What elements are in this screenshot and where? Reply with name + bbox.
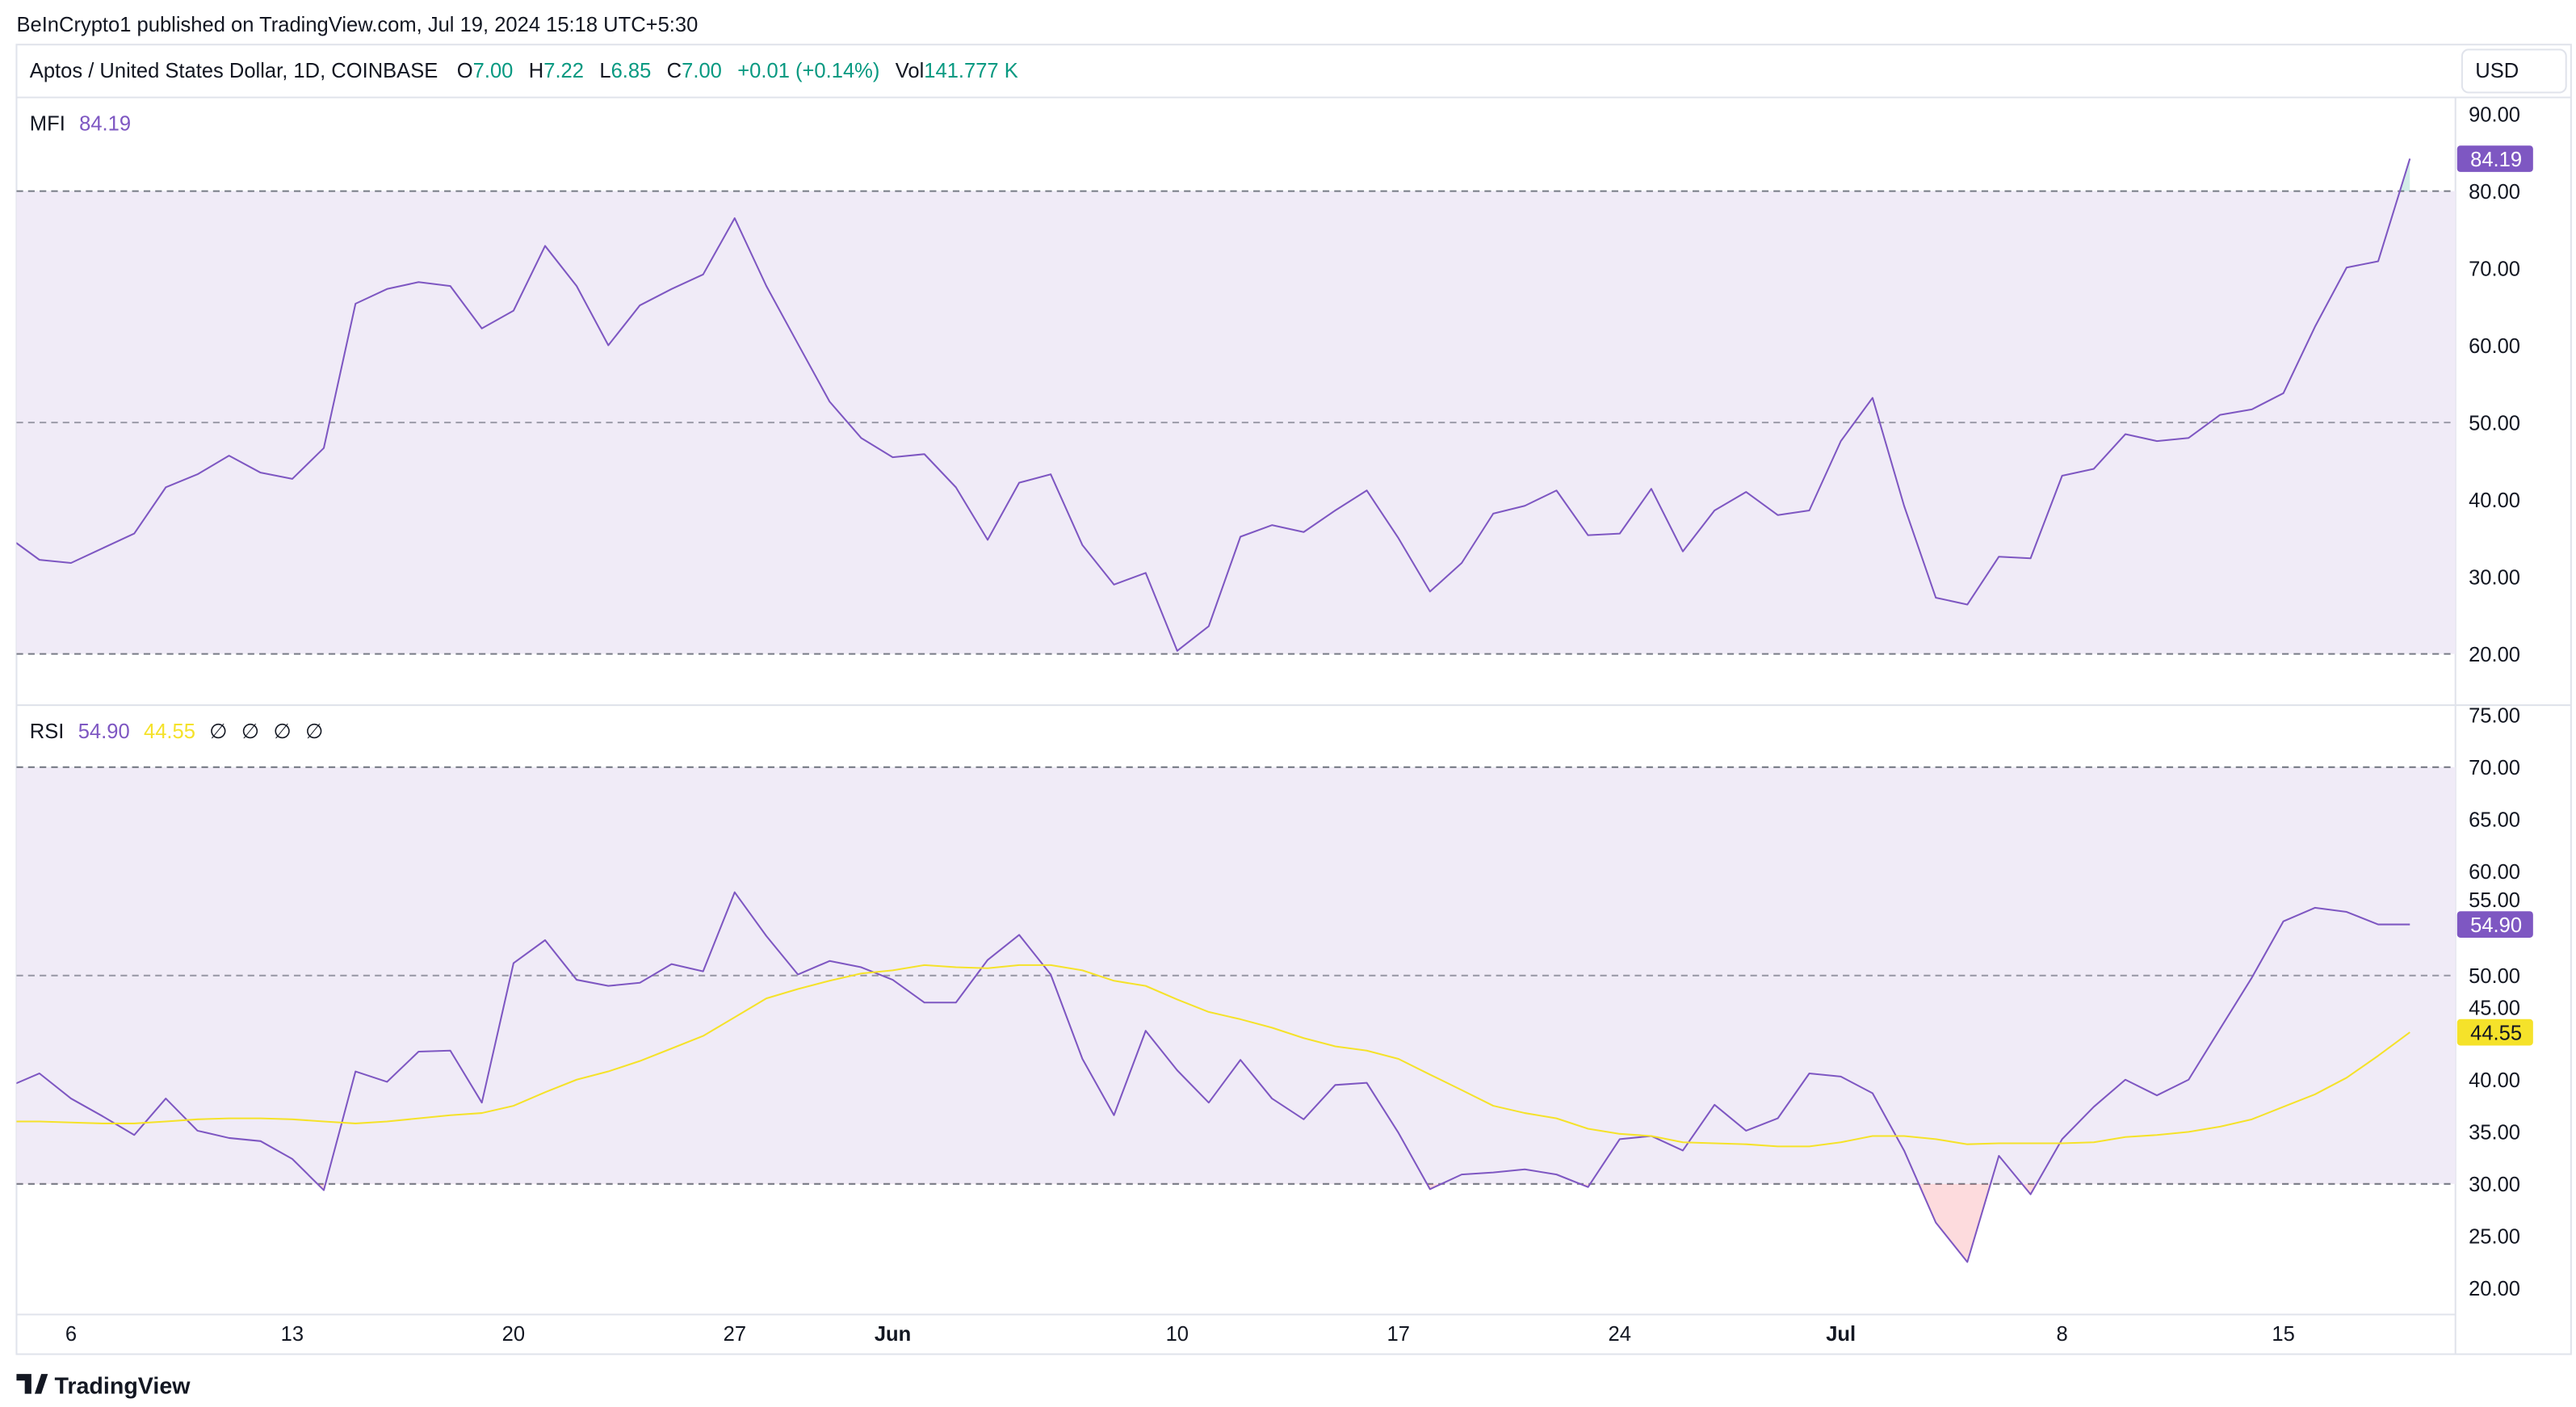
x-tick-label: 6 <box>65 1323 77 1346</box>
mfi-legend: MFI 84.19 <box>30 113 131 136</box>
x-tick-label: 15 <box>2272 1323 2294 1346</box>
y-tick-label: 60.00 <box>2469 335 2520 358</box>
high-label: H <box>529 60 543 82</box>
y-tick-label: 30.00 <box>2469 1174 2520 1196</box>
rsi-ma-value: 44.55 <box>144 720 195 743</box>
y-tick-label: 25.00 <box>2469 1225 2520 1248</box>
y-tick-label: 90.00 <box>2469 103 2520 126</box>
y-tick-label: 55.00 <box>2469 889 2520 912</box>
last-value-tag <box>2456 145 2533 172</box>
last-value-label: 84.19 <box>2470 149 2522 171</box>
y-tick-label: 50.00 <box>2469 965 2520 988</box>
mfi-title: MFI <box>30 113 65 136</box>
last-value-label: 44.55 <box>2470 1022 2522 1044</box>
close-value: 7.00 <box>682 60 722 82</box>
last-value-tag <box>2456 1018 2533 1046</box>
low-value: 6.85 <box>611 60 652 82</box>
na-marker: ∅ <box>273 720 291 743</box>
currency-button[interactable]: USD <box>2461 48 2567 94</box>
tradingview-brand: TradingView <box>54 1374 191 1400</box>
chart-frame <box>15 44 2572 1355</box>
y-tick-label: 45.00 <box>2469 998 2520 1020</box>
currency-button-label: USD <box>2475 60 2519 82</box>
open-label: O <box>457 60 473 82</box>
symbol-name: Aptos / United States Dollar, 1D, COINBA… <box>30 60 438 82</box>
y-tick-label: 40.00 <box>2469 489 2520 512</box>
x-tick-label: 8 <box>2057 1323 2068 1346</box>
x-tick-label: Jul <box>1826 1323 1856 1346</box>
mfi-pane <box>16 158 2456 655</box>
y-tick-label: 20.00 <box>2469 644 2520 666</box>
na-marker: ∅ <box>241 720 259 743</box>
rsi-legend: RSI 54.90 44.55 ∅ ∅ ∅ ∅ <box>30 720 324 743</box>
na-marker: ∅ <box>209 720 227 743</box>
y-tick-label: 40.00 <box>2469 1069 2520 1092</box>
close-label: C <box>667 60 682 82</box>
y-tick-label: 65.00 <box>2469 809 2520 832</box>
volume-label: Vol <box>896 60 925 82</box>
rsi-value: 54.90 <box>78 720 130 743</box>
mfi-value: 84.19 <box>79 113 131 136</box>
y-tick-label: 50.00 <box>2469 412 2520 435</box>
publisher-line: BeInCrypto1 published on TradingView.com… <box>16 14 698 36</box>
x-tick-label: 17 <box>1387 1323 1410 1346</box>
y-tick-label: 20.00 <box>2469 1278 2520 1300</box>
y-tick-label: 70.00 <box>2469 757 2520 779</box>
change-value: +0.01 (+0.14%) <box>737 60 879 82</box>
rsi-line <box>16 891 2410 1263</box>
symbol-legend: Aptos / United States Dollar, 1D, COINBA… <box>30 60 1018 82</box>
x-tick-label: 20 <box>502 1323 525 1346</box>
x-tick-label: 10 <box>1166 1323 1189 1346</box>
rsi-ma-line <box>16 964 2410 1148</box>
y-tick-label: 80.00 <box>2469 181 2520 204</box>
y-tick-label: 30.00 <box>2469 566 2520 589</box>
high-value: 7.22 <box>543 60 584 82</box>
y-tick-label: 70.00 <box>2469 258 2520 280</box>
y-tick-label: 60.00 <box>2469 861 2520 884</box>
tradingview-logo: TradingView <box>16 1374 191 1400</box>
mfi-line <box>16 158 2411 652</box>
x-tick-label: 24 <box>1609 1323 1631 1346</box>
open-value: 7.00 <box>473 60 514 82</box>
last-value-label: 54.90 <box>2470 914 2522 937</box>
volume-value: 141.777 K <box>924 60 1017 82</box>
rsi-pane <box>16 766 2456 1263</box>
x-tick-label: 27 <box>724 1323 746 1346</box>
tradingview-logo-icon <box>16 1374 48 1394</box>
last-value-tag <box>2456 911 2533 938</box>
rsi-title: RSI <box>30 720 65 743</box>
plots: 90.00 80.00 70.00 60.00 50.00 40.00 30.00 20.00… <box>16 103 2533 1346</box>
y-tick-label: 35.00 <box>2469 1121 2520 1144</box>
y-tick-label: 75.00 <box>2469 705 2520 728</box>
low-label: L <box>599 60 610 82</box>
na-marker: ∅ <box>305 720 323 743</box>
x-tick-label: 13 <box>281 1323 304 1346</box>
x-tick-label: Jun <box>875 1323 911 1346</box>
